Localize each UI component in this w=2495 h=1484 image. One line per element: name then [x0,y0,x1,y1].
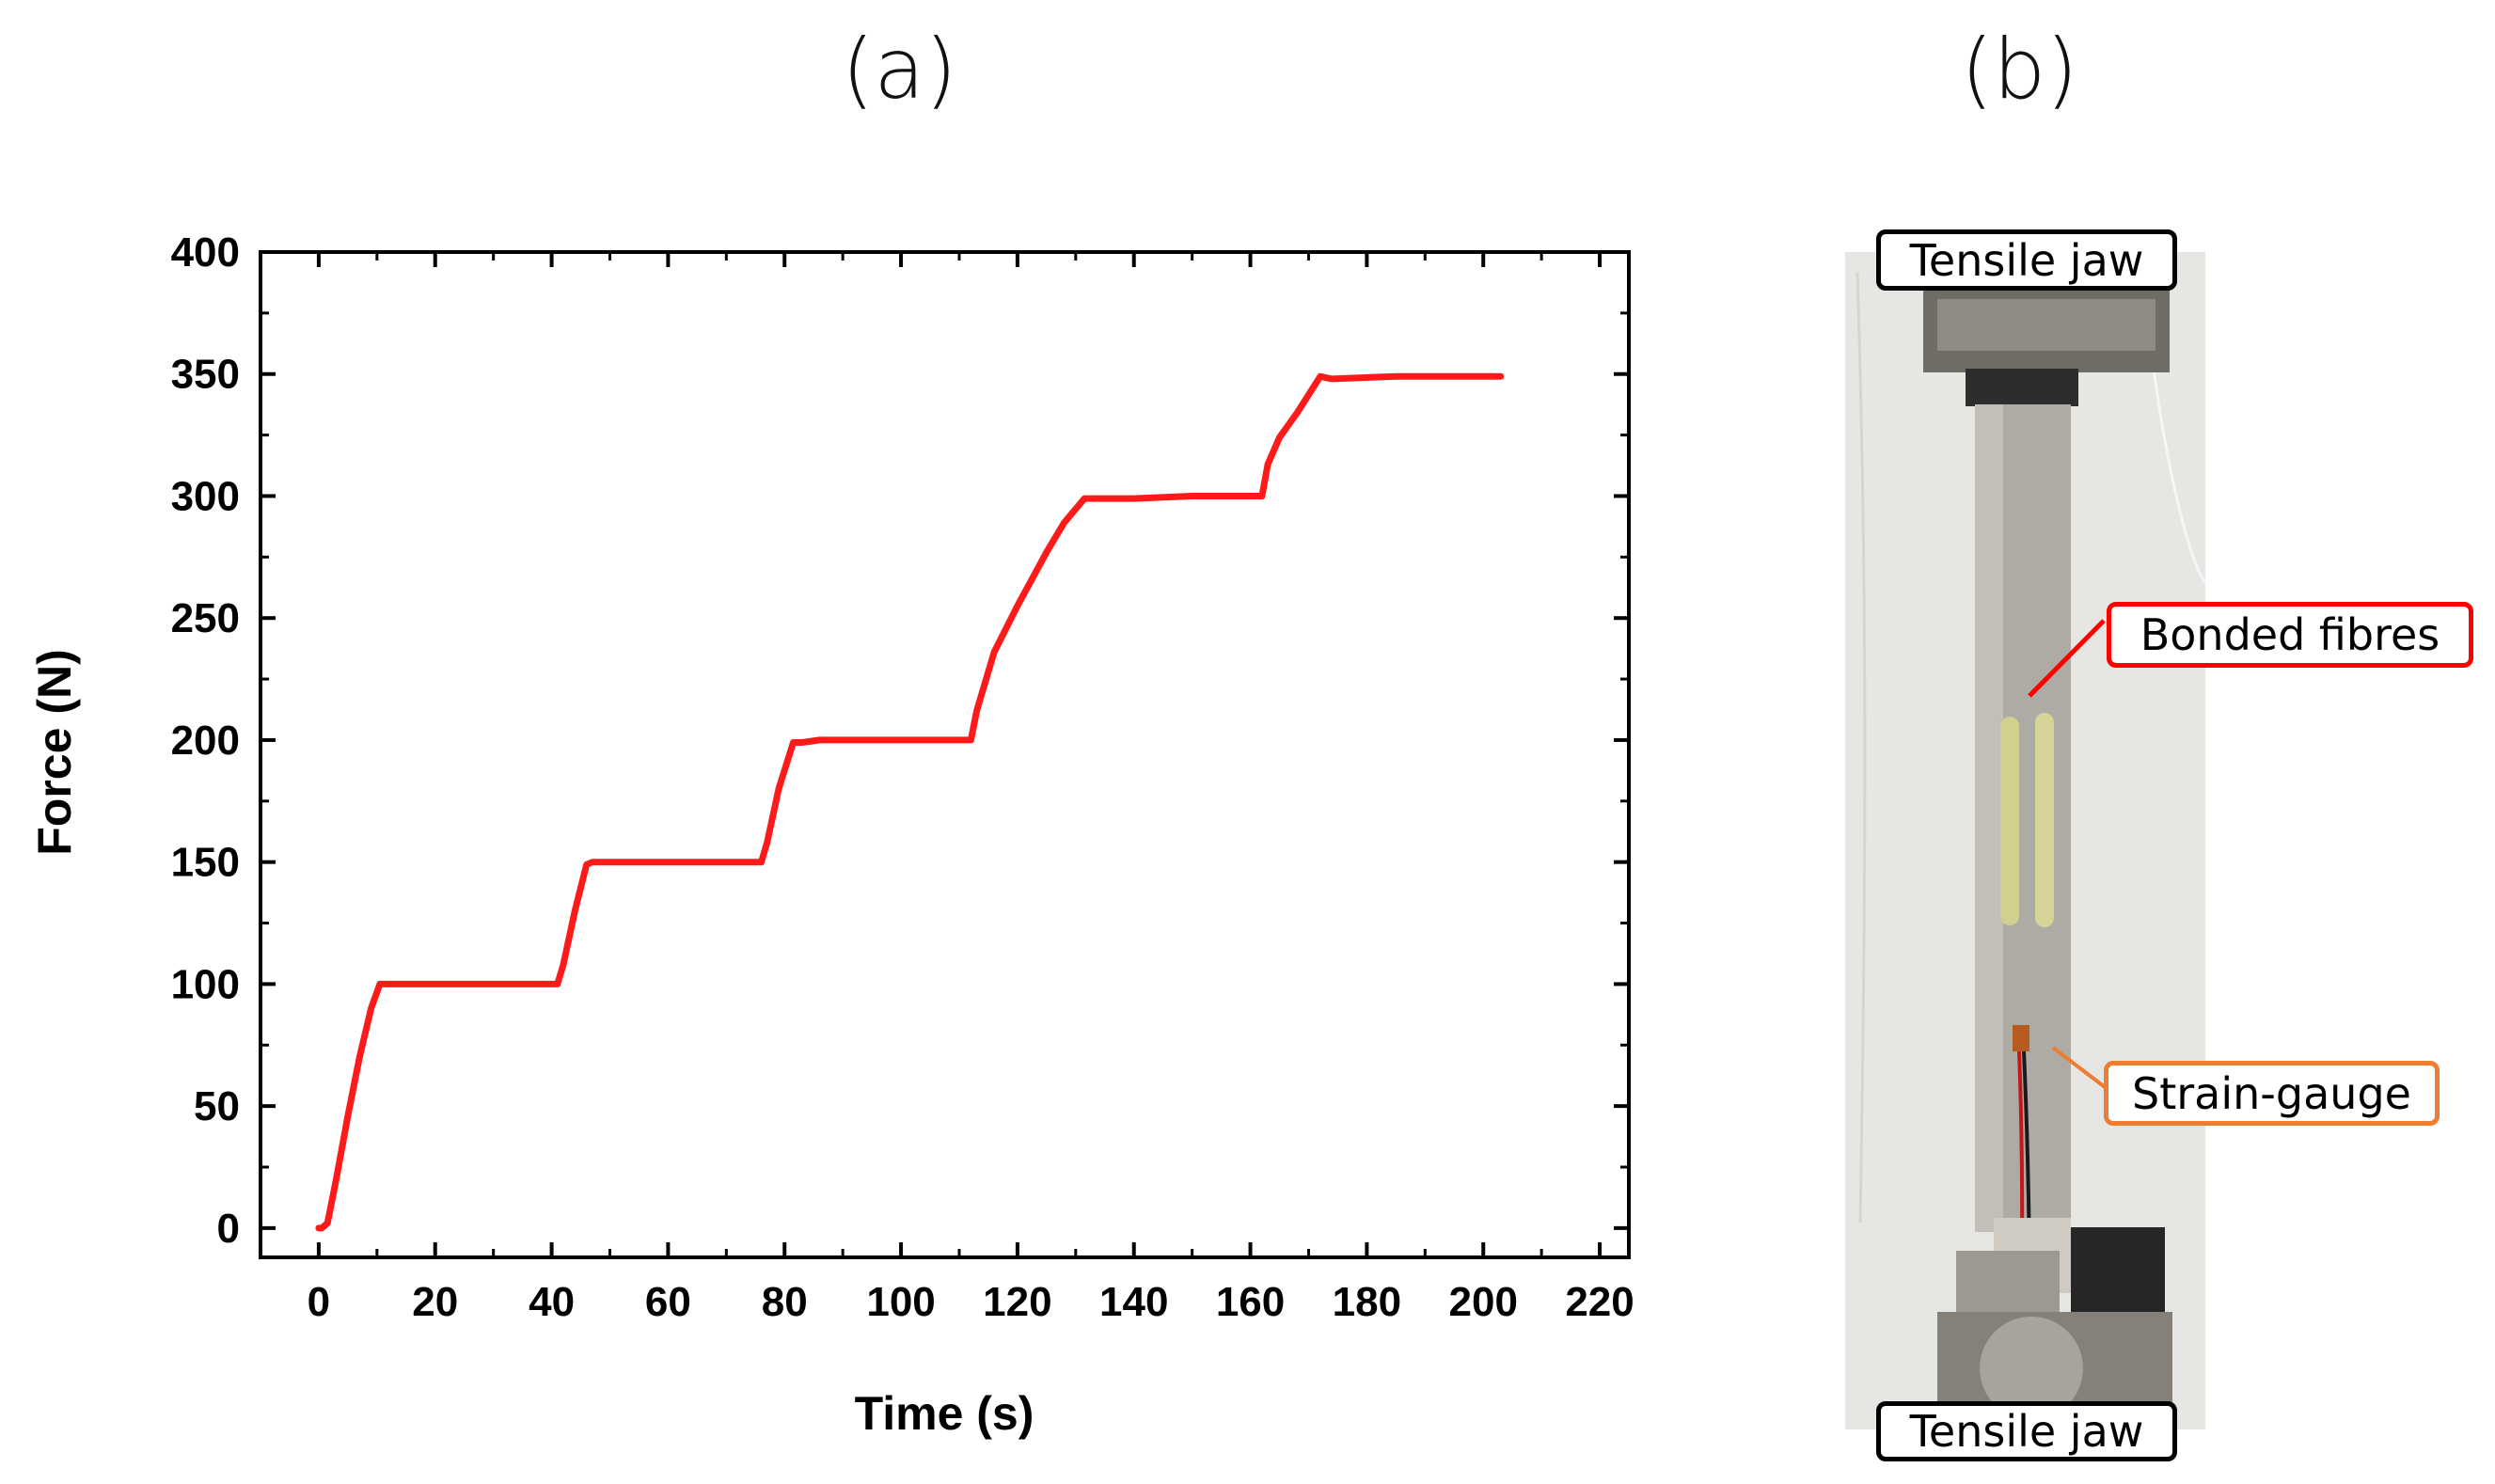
y-tick-label: 100 [171,961,240,1007]
y-tick-label: 300 [171,473,240,519]
strain-gauge-patch [2013,1025,2029,1051]
panel-b-label: (b) [1961,21,2078,118]
y-tick-label: 150 [171,840,240,886]
y-tick-label: 250 [171,595,240,641]
y-tick-label: 50 [194,1083,240,1129]
x-tick-label: 140 [1099,1279,1168,1325]
bottom-jaw-block [1956,1251,2060,1317]
specimen-photo [1845,252,2207,1429]
plot-frame [259,250,1631,1259]
bonded-fibres-callout: Bonded fibres [2107,602,2473,668]
bonded-fibres-leader [2028,619,2106,698]
x-tick-label: 160 [1216,1279,1285,1325]
x-tick-label: 100 [866,1279,935,1325]
x-tick-label: 120 [983,1279,1051,1325]
top-jaw-face [1937,299,2155,351]
bottom-jaw-roller [1980,1317,2083,1420]
chart-ticks: 0 20 40 60 80 100 120 140 160 180 200 220 0 50 100 150 2… [171,229,1634,1325]
y-tick-label: 200 [171,718,240,764]
x-tick-label: 20 [412,1279,458,1325]
x-tick-label: 180 [1333,1279,1401,1325]
x-tick-label: 60 [645,1279,691,1325]
strain-gauge-callout: Strain-gauge [2104,1061,2440,1126]
y-tick-label: 400 [171,229,240,276]
x-tick-label: 80 [762,1279,808,1325]
x-tick-label: 40 [529,1279,575,1325]
background-fibre-strand [1855,272,1867,1224]
force-series-line [315,372,1505,1232]
bottom-jaw-callout: Tensile jaw [1876,1401,2177,1461]
specimen-highlight [1975,404,2003,1232]
y-tick-label: 0 [217,1206,240,1252]
bonded-fibre-left [2000,717,2019,925]
top-jaw-grip [1966,369,2078,406]
x-axis-title: Time (s) [855,1387,1034,1440]
x-tick-label: 0 [308,1279,330,1325]
y-tick-label: 350 [171,352,240,398]
x-tick-label: 200 [1449,1279,1518,1325]
y-axis-title: Force (N) [28,649,81,855]
x-tick-label: 220 [1565,1279,1634,1325]
panel-a-label: (a) [842,21,957,118]
top-jaw-callout: Tensile jaw [1876,229,2177,291]
bonded-fibre-right [2035,713,2054,927]
